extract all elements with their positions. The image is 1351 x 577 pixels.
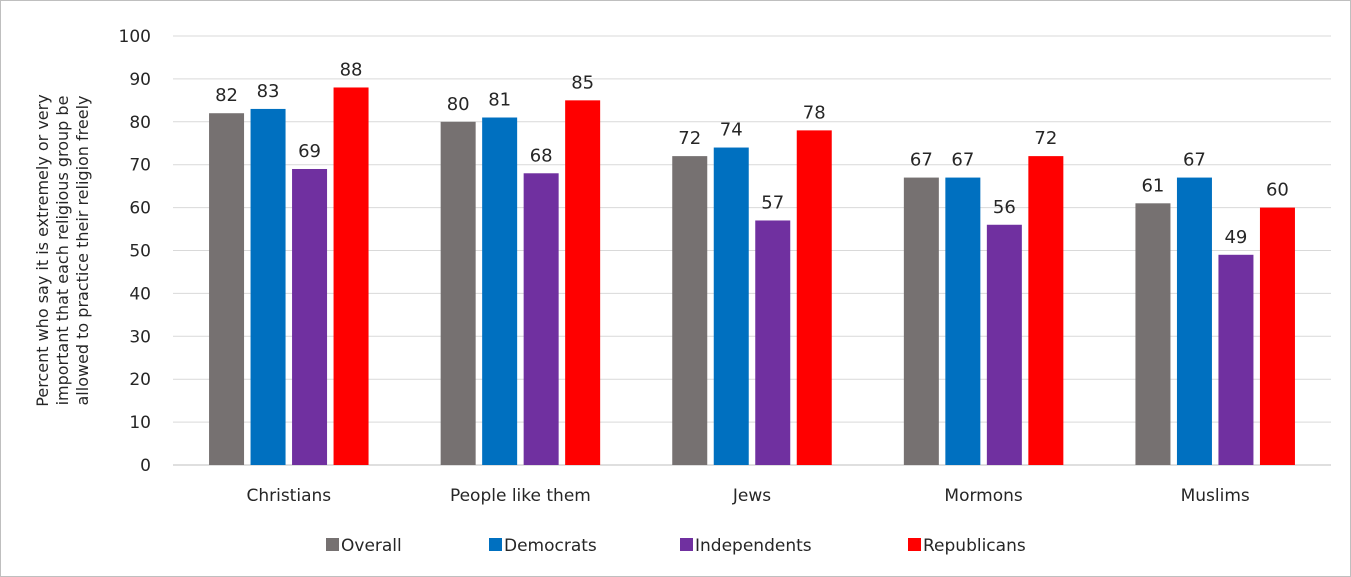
y-axis-title-line-1: Percent who say it is extremely or very <box>33 94 52 406</box>
y-axis-label: Percent who say it is extremely or veryi… <box>33 94 92 406</box>
bar-christians-overall <box>209 113 245 465</box>
data-label-christians-independents: 69 <box>298 141 321 162</box>
bar-people-like-them-independents <box>523 173 559 465</box>
y-tick-label-10: 10 <box>129 413 151 433</box>
x-category-label-mormons: Mormons <box>944 486 1022 506</box>
legend-item-independents: Independents <box>680 536 812 556</box>
data-label-people-like-them-independents: 68 <box>530 145 553 166</box>
bars <box>209 87 1295 466</box>
legend-label-republicans: Republicans <box>923 536 1026 556</box>
legend-swatch-overall <box>326 538 339 551</box>
bar-jews-republicans <box>796 130 832 465</box>
data-label-christians-overall: 82 <box>215 85 238 106</box>
bar-christians-independents <box>292 168 328 466</box>
y-tick-label-30: 30 <box>129 327 151 347</box>
data-label-muslims-independents: 49 <box>1224 227 1247 248</box>
y-axis-title-line-3: allowed to practice their religion freel… <box>73 96 92 406</box>
bar-muslims-republicans <box>1259 207 1295 465</box>
bar-mormons-overall <box>903 177 939 465</box>
bar-people-like-them-republicans <box>565 100 601 465</box>
data-label-mormons-republicans: 72 <box>1034 128 1057 149</box>
y-tick-label-60: 60 <box>129 199 151 219</box>
data-label-christians-democrats: 83 <box>257 81 280 102</box>
y-tick-label-70: 70 <box>129 156 151 176</box>
bar-muslims-independents <box>1218 254 1254 465</box>
x-category-label-christians: Christians <box>246 486 331 506</box>
bar-jews-overall <box>672 156 708 465</box>
data-label-people-like-them-overall: 80 <box>447 94 470 115</box>
data-label-muslims-overall: 61 <box>1141 175 1164 196</box>
bar-people-like-them-overall <box>440 121 476 466</box>
bar-jews-democrats <box>713 147 749 466</box>
y-tick-label-20: 20 <box>129 370 151 390</box>
data-label-jews-republicans: 78 <box>803 102 826 123</box>
data-label-mormons-democrats: 67 <box>951 150 974 171</box>
bar-christians-democrats <box>250 108 286 466</box>
legend-label-overall: Overall <box>341 536 402 556</box>
legend-item-overall: Overall <box>326 536 402 556</box>
data-label-jews-democrats: 74 <box>720 120 743 141</box>
legend: Overall Democrats Independents Republicans <box>326 536 1026 556</box>
data-label-mormons-independents: 56 <box>993 197 1016 218</box>
data-label-jews-overall: 72 <box>678 128 701 149</box>
legend-swatch-independents <box>680 538 693 551</box>
y-tick-label-50: 50 <box>129 242 151 262</box>
bar-muslims-overall <box>1135 203 1171 465</box>
y-tick-label-90: 90 <box>129 70 151 90</box>
data-labels: 82 83 69 88 80 81 68 85 72 74 57 78 67 67 56 72 61 67 49 60 <box>215 59 1289 247</box>
bar-jews-independents <box>755 220 791 465</box>
x-axis-categories: Christians People like them Jews Mormons Mus… <box>246 486 1249 506</box>
x-category-label-people-like-them: People like them <box>450 486 591 506</box>
data-label-muslims-republicans: 60 <box>1266 180 1289 201</box>
bar-people-like-them-democrats <box>482 117 518 465</box>
data-label-people-like-them-republicans: 85 <box>571 72 594 93</box>
y-axis-title: Percent who say it is extremely or veryi… <box>33 94 92 406</box>
y-axis-title-line-2: important that each religious group be <box>53 96 72 406</box>
data-label-mormons-overall: 67 <box>910 150 933 171</box>
legend-label-independents: Independents <box>695 536 812 556</box>
legend-item-democrats: Democrats <box>489 536 597 556</box>
bar-christians-republicans <box>333 87 369 465</box>
data-label-jews-independents: 57 <box>761 192 784 213</box>
y-axis-ticks: 0 10 20 30 40 50 60 70 80 90 100 <box>119 27 151 476</box>
legend-label-democrats: Democrats <box>504 536 597 556</box>
data-label-muslims-democrats: 67 <box>1183 150 1206 171</box>
data-label-christians-republicans: 88 <box>340 59 363 80</box>
x-category-label-jews: Jews <box>732 486 771 506</box>
y-tick-label-100: 100 <box>119 27 151 47</box>
legend-item-republicans: Republicans <box>908 536 1026 556</box>
bar-mormons-republicans <box>1028 156 1064 465</box>
bar-mormons-independents <box>986 224 1022 465</box>
x-category-label-muslims: Muslims <box>1181 486 1250 506</box>
data-label-people-like-them-democrats: 81 <box>488 90 511 111</box>
y-tick-label-0: 0 <box>140 456 151 476</box>
bar-mormons-democrats <box>945 177 981 465</box>
legend-swatch-republicans <box>908 538 921 551</box>
y-tick-label-80: 80 <box>129 113 151 133</box>
y-tick-label-40: 40 <box>129 284 151 304</box>
legend-swatch-democrats <box>489 538 502 551</box>
bar-muslims-democrats <box>1176 177 1212 465</box>
